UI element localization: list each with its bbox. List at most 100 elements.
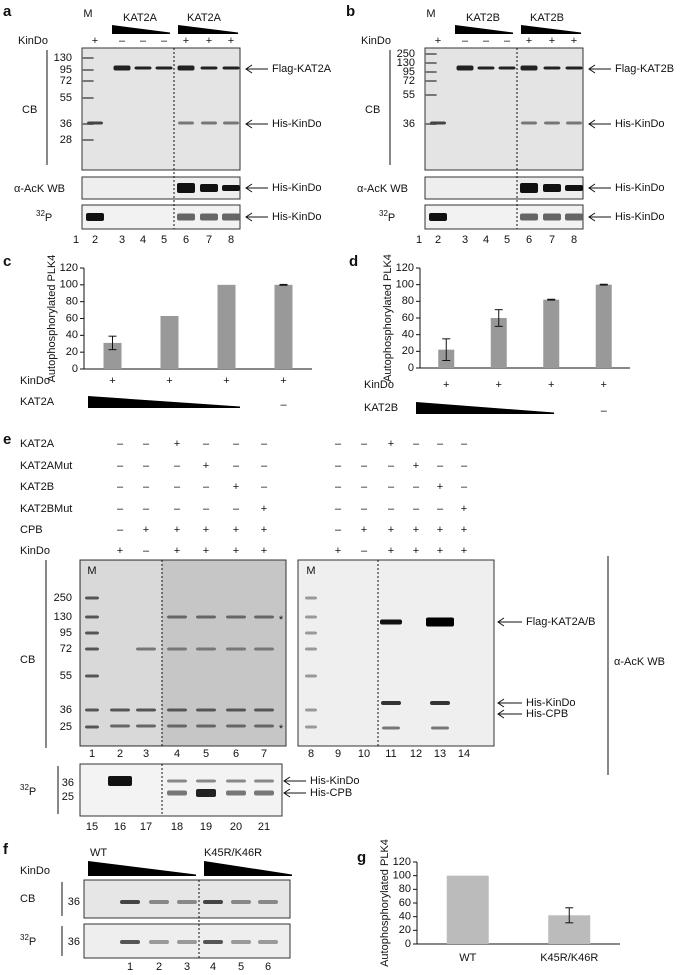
gel-band <box>258 940 278 944</box>
gel-band <box>226 790 246 796</box>
gel-band <box>380 619 402 625</box>
row-label: KAT2AMut <box>20 460 72 472</box>
y-axis-label: Autophosphorylated PLK4 <box>379 839 391 967</box>
band-label: His-CPB <box>310 787 352 799</box>
sign: – <box>361 460 368 472</box>
gel <box>297 559 495 747</box>
gel-band <box>543 184 561 192</box>
sign: + <box>183 35 189 47</box>
arrow-head <box>245 64 253 74</box>
band-label: Flag-KAT2A <box>272 63 332 75</box>
blot-label: CB <box>22 104 37 116</box>
gel-band <box>305 615 317 619</box>
gel-band <box>544 121 560 125</box>
gel-band <box>431 726 449 730</box>
gel-band <box>167 779 187 783</box>
marker-label: 36 <box>62 777 74 789</box>
gel-region <box>81 561 162 745</box>
gel-band <box>222 185 240 191</box>
marker-lane-label: M <box>306 565 315 577</box>
lane-number: 5 <box>161 234 167 246</box>
gel-band <box>565 185 583 191</box>
lane-number: 4 <box>210 961 216 973</box>
blot-label: CB <box>20 893 35 905</box>
error-bar <box>108 335 117 351</box>
lane-number: 6 <box>526 234 532 246</box>
sign: – <box>117 503 124 515</box>
bar <box>543 299 560 368</box>
gel-band <box>82 97 94 99</box>
marker-label: 250 <box>54 592 72 604</box>
gel-band <box>120 900 140 904</box>
isotope-element: P <box>29 936 36 948</box>
y-tick-label: 100 <box>396 279 414 291</box>
sign: + <box>526 35 532 47</box>
y-tick-label: 60 <box>399 897 411 909</box>
group-label: KAT2A <box>123 12 158 24</box>
sign: – <box>461 481 468 493</box>
isotope-label: 32P <box>36 209 52 224</box>
sign: – <box>335 503 342 515</box>
row-label: KinDo <box>18 35 48 47</box>
y-tick-label: 20 <box>399 924 411 936</box>
marker-label: 55 <box>60 92 72 104</box>
sign: – <box>174 460 181 472</box>
lane-number: 16 <box>114 821 126 833</box>
gel-band <box>134 66 152 70</box>
treatment-none: – <box>280 399 287 411</box>
gel-band <box>177 183 195 193</box>
gel-band <box>226 779 246 783</box>
marker-label: 25 <box>60 721 72 733</box>
sign: + <box>233 524 239 536</box>
y-tick-label: 60 <box>66 312 78 324</box>
gel-band <box>520 213 538 221</box>
bar <box>103 342 122 369</box>
blot-label: CB <box>20 654 35 666</box>
lane-number: 6 <box>183 234 189 246</box>
sign: – <box>483 35 490 47</box>
lane-number: 2 <box>92 234 98 246</box>
arrow-head <box>245 119 253 129</box>
wedge <box>178 25 238 34</box>
gel-band <box>167 647 187 651</box>
sign: – <box>119 35 126 47</box>
gel-band <box>196 647 216 651</box>
gel-band <box>200 213 218 221</box>
gel-band <box>136 647 156 651</box>
arrow-head <box>588 183 596 193</box>
lane-number: 20 <box>230 821 242 833</box>
arrow-head <box>588 212 596 222</box>
gel-band <box>82 80 94 82</box>
marker-label: 95 <box>60 627 72 639</box>
gel-band <box>543 66 561 70</box>
gel-band <box>254 724 274 728</box>
isotope-mass: 32 <box>379 209 388 218</box>
marker-lane-label: M <box>83 8 92 20</box>
sign: + <box>261 503 267 515</box>
error-bar <box>547 298 556 301</box>
gel-band <box>200 66 218 70</box>
gel-band <box>196 615 216 619</box>
sign: + <box>549 35 555 47</box>
group-label: WT <box>90 847 107 859</box>
sign: – <box>461 438 468 450</box>
y-tick-label: 0 <box>72 363 78 375</box>
gel-band <box>520 183 538 193</box>
panel-label: f <box>3 841 9 858</box>
sign: – <box>388 503 395 515</box>
sign: – <box>437 460 444 472</box>
sign: – <box>261 460 268 472</box>
sign: – <box>461 460 468 472</box>
y-tick-label: 40 <box>66 329 78 341</box>
sign: – <box>143 545 150 557</box>
lane-number: 5 <box>504 234 510 246</box>
band-label: His-KinDo <box>526 697 576 709</box>
gel-band <box>226 724 246 728</box>
group-label: KAT2A <box>187 12 222 24</box>
sign: + <box>388 524 394 536</box>
sign: + <box>261 545 267 557</box>
category-label: + <box>109 375 115 387</box>
sign: + <box>437 545 443 557</box>
row-label: KAT2BMut <box>20 503 72 515</box>
row-label: KinDo <box>20 375 50 387</box>
